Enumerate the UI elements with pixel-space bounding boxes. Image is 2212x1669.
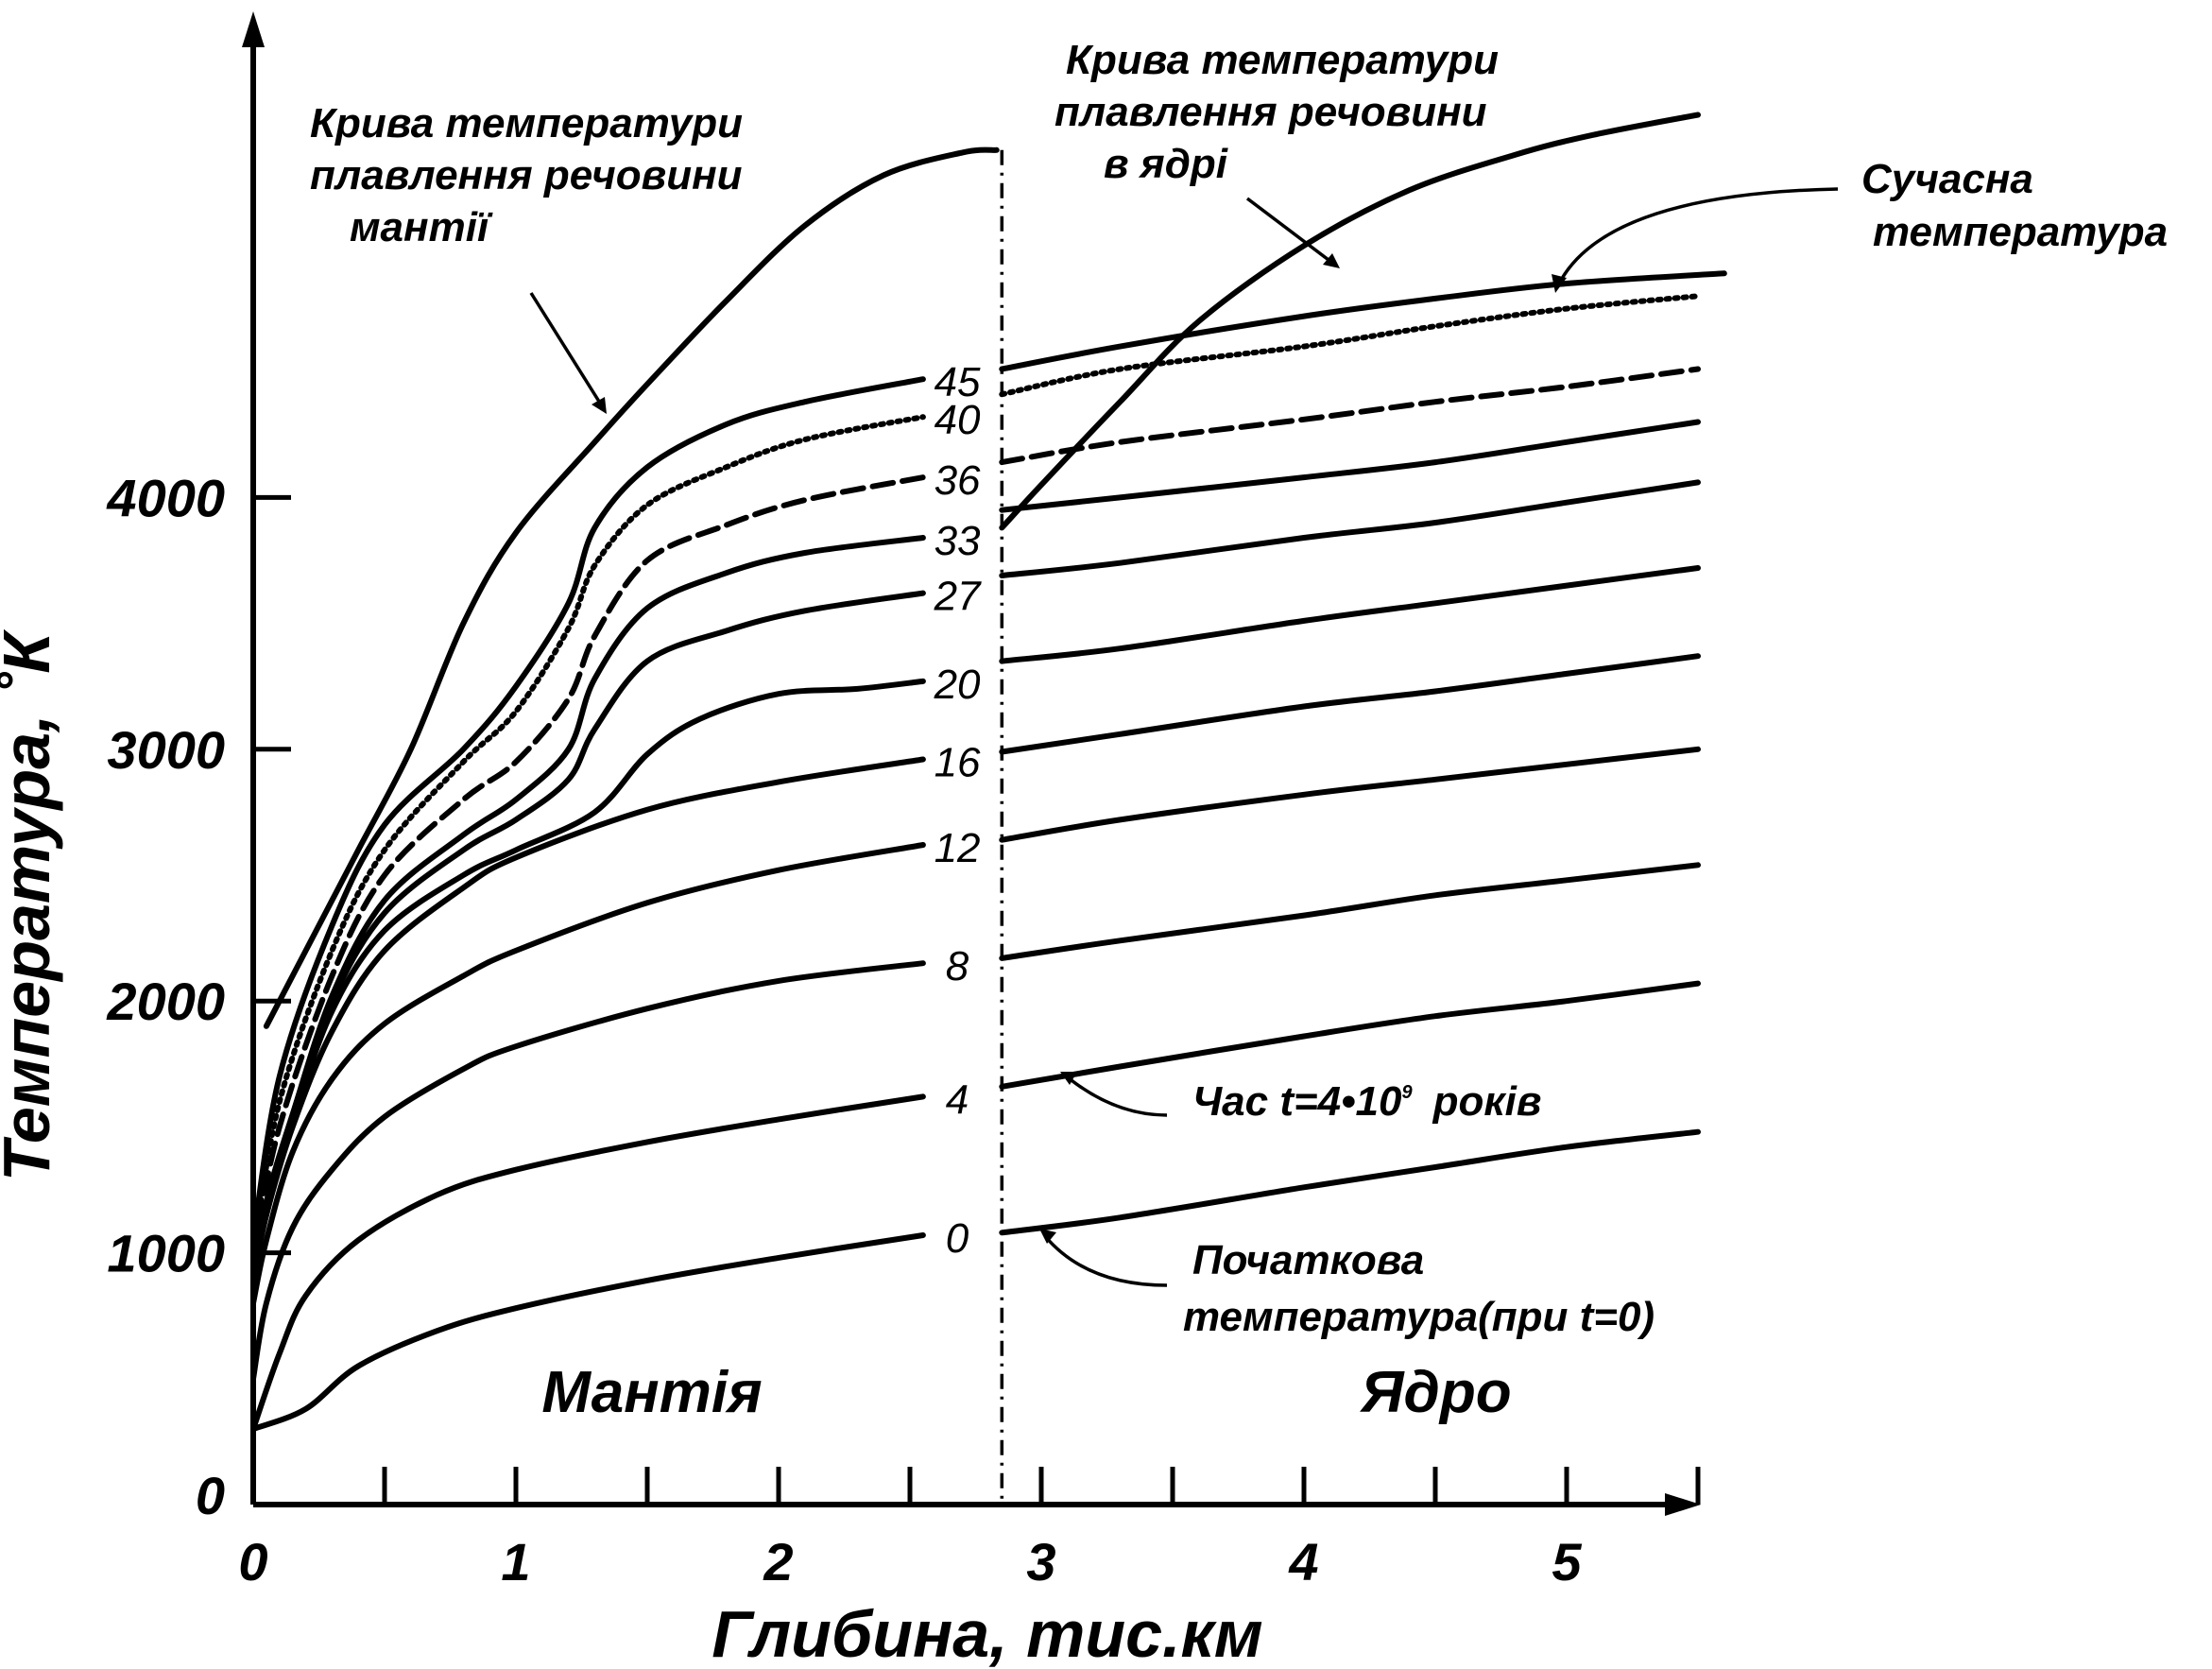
y-tick-label: 0 [196,1466,225,1525]
series-label-4: 4 [946,1076,969,1123]
series-line-12-core [999,746,1701,843]
annotation-current-temperature-line-2: температура [1873,209,2168,255]
y-tick-label: 3000 [107,720,225,780]
series-line-4-core [999,980,1701,1090]
annotation-time: Час t=4•109 років [1192,1078,1541,1125]
annotation-core-melting-line-1: Крива температури [1066,37,1499,83]
x-tick-label: 1 [501,1532,530,1592]
mantle-melting-pointer-head [592,397,607,414]
x-tick-label: 3 [1026,1532,1055,1592]
series-line-4-mantle [250,1093,926,1433]
annotation-current-temperature-line-1: Сучасна [1861,156,2033,202]
x-tick-label: 4 [1288,1532,1318,1592]
series-line-0-core [999,1128,1701,1236]
core-melting-pointer [1245,197,1334,265]
series-label-45: 45 [935,359,981,405]
curves [250,112,1727,1505]
annotation-mantle-melting-line-2: плавлення речовини [310,152,743,198]
annotation-time-text: Час t=4•10 [1192,1078,1402,1125]
series-label-40: 40 [935,397,981,443]
annotation-core-melting-line-3: в ядрі [1104,141,1228,187]
region-label-mantle: Мантія [541,1360,762,1425]
series-line-20-mantle [250,678,926,1282]
series-line-16-mantle [250,756,926,1282]
x-tick-label: 0 [238,1532,267,1592]
y-tick-label: 1000 [107,1224,225,1283]
y-tick-label: 2000 [106,972,225,1031]
annotation-time-unit: років [1432,1078,1542,1125]
series-line-8-mantle [250,960,926,1382]
current-temperature-pointer-head [1552,274,1567,293]
series-line-8-core [999,862,1701,961]
series-line-45-core [999,270,1727,372]
annotation-mantle-melting-line-1: Крива температури [310,100,743,146]
series-line-33-core [999,419,1701,513]
y-axis-arrow [242,11,265,47]
y-axis-title: Температура, ˚К [0,628,63,1182]
series-line-12-mantle [250,842,926,1306]
series-line-mantle-melting [263,146,1000,1029]
series-line-40-mantle [250,414,926,1256]
series-label-36: 36 [935,457,981,504]
annotation-time-exponent: 9 [1401,1082,1413,1103]
series-line-20-core [999,565,1701,664]
series-line-36-core [999,366,1701,466]
series-line-36-mantle [250,474,926,1256]
x-tick-label: 5 [1552,1532,1582,1592]
x-axis-arrow [1665,1493,1701,1516]
series-label-20: 20 [934,662,981,708]
mantle-melting-pointer [529,292,603,405]
annotation-core-melting-line-2: плавлення речовини [1055,89,1487,135]
region-label-core: Ядро [1359,1360,1511,1425]
annotation-initial-temperature-line-2: температура(при t=0) [1183,1294,1655,1340]
annotation-mantle-melting-line-3: мантії [350,204,493,250]
series-label-8: 8 [946,943,969,989]
annotation-initial-temperature-line-1: Початкова [1192,1237,1424,1283]
x-axis-title: Глибина, тис.км [712,1597,1262,1669]
initial-temperature-pointer [1043,1234,1168,1287]
time-pointer [1066,1075,1168,1117]
series-line-33-mantle [250,535,926,1282]
series-label-33: 33 [935,518,981,564]
series-label-16: 16 [935,739,981,785]
series-line-40-core [999,293,1701,398]
initial-temperature-pointer-head [1039,1229,1056,1244]
series-line-27-core [999,479,1701,578]
series-line-16-core [999,653,1701,755]
series-line-45-mantle [250,376,926,1244]
series-line-core-melting [999,112,1701,531]
series-label-27: 27 [934,574,982,620]
x-tick-label: 2 [763,1532,793,1592]
series-label-0: 0 [946,1215,969,1262]
time-pointer-head [1060,1072,1077,1085]
current-temperature-pointer [1557,187,1839,284]
series-line-0-mantle [250,1232,926,1433]
core-melting-pointer-head [1323,253,1340,268]
series-label-12: 12 [935,825,981,871]
y-tick-label: 4000 [106,468,225,527]
